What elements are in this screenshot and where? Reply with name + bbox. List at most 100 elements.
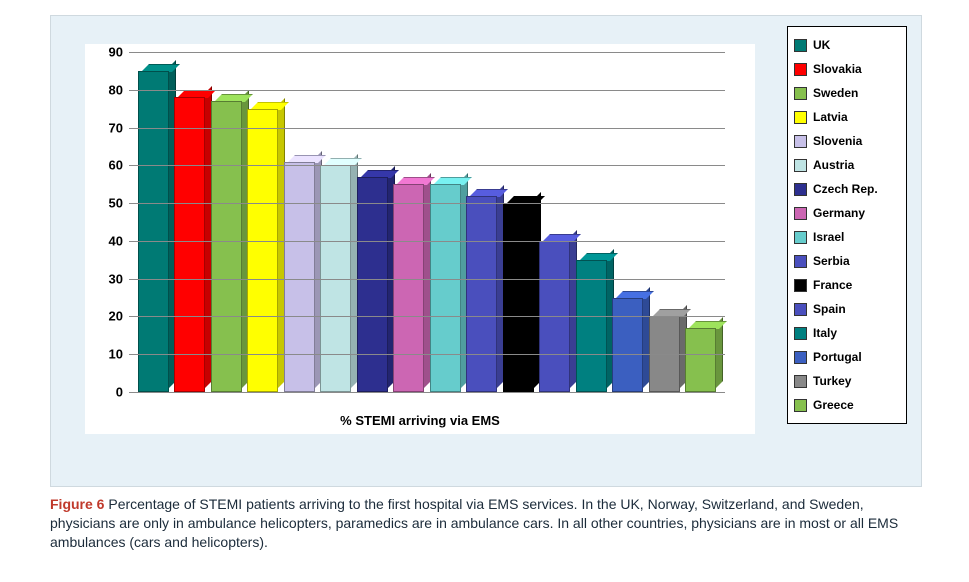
bar-slot — [245, 109, 282, 392]
legend-label: Serbia — [813, 254, 850, 268]
y-tick-label: 60 — [93, 158, 123, 173]
legend-item: Slovenia — [794, 129, 900, 153]
figure-caption: Figure 6 Percentage of STEMI patients ar… — [50, 495, 920, 552]
legend-item: Serbia — [794, 249, 900, 273]
legend-label: France — [813, 278, 852, 292]
legend-label: Sweden — [813, 86, 858, 100]
legend-item: Slovakia — [794, 57, 900, 81]
bar-front-face — [138, 71, 169, 392]
legend-label: Portugal — [813, 350, 862, 364]
figure-label: Figure 6 — [50, 496, 104, 512]
legend-item: Israel — [794, 225, 900, 249]
bar-slot — [354, 177, 391, 392]
legend-label: Austria — [813, 158, 854, 172]
legend-item: Austria — [794, 153, 900, 177]
legend-swatch — [794, 327, 807, 340]
legend-swatch — [794, 207, 807, 220]
bar-slot — [281, 162, 318, 392]
gridline — [129, 90, 725, 91]
gridline — [129, 392, 725, 393]
legend-item: Turkey — [794, 369, 900, 393]
legend-label: Greece — [813, 398, 854, 412]
bar-slot — [172, 97, 209, 392]
y-tick-label: 80 — [93, 82, 123, 97]
legend-item: Germany — [794, 201, 900, 225]
legend-item: Italy — [794, 321, 900, 345]
bar — [393, 184, 424, 392]
bar — [612, 298, 643, 392]
legend-swatch — [794, 63, 807, 76]
legend-swatch — [794, 87, 807, 100]
gridline — [129, 52, 725, 53]
x-axis-label: % STEMI arriving via EMS — [85, 413, 755, 428]
bar — [138, 71, 169, 392]
legend-swatch — [794, 255, 807, 268]
bar-front-face — [685, 328, 716, 392]
legend-swatch — [794, 159, 807, 172]
bar — [247, 109, 278, 392]
bar-front-face — [284, 162, 315, 392]
y-tick-label: 30 — [93, 271, 123, 286]
bar-slot — [391, 184, 428, 392]
legend-swatch — [794, 135, 807, 148]
legend-item: UK — [794, 33, 900, 57]
legend-label: Latvia — [813, 110, 848, 124]
bar-slot — [427, 184, 464, 392]
gridline — [129, 279, 725, 280]
legend-item: Portugal — [794, 345, 900, 369]
legend-label: UK — [813, 38, 830, 52]
legend-swatch — [794, 111, 807, 124]
chart-plot-inner: 0102030405060708090 — [129, 52, 725, 392]
legend-swatch — [794, 183, 807, 196]
bar-front-face — [174, 97, 205, 392]
legend-swatch — [794, 351, 807, 364]
bar-front-face — [612, 298, 643, 392]
bar-slot — [135, 71, 172, 392]
bar — [503, 203, 534, 392]
legend-label: Italy — [813, 326, 837, 340]
y-tick-label: 20 — [93, 309, 123, 324]
legend-label: Spain — [813, 302, 846, 316]
bar — [466, 196, 497, 392]
figure-caption-text: Percentage of STEMI patients arriving to… — [50, 496, 898, 550]
legend-item: Spain — [794, 297, 900, 321]
legend-swatch — [794, 279, 807, 292]
legend-label: Germany — [813, 206, 865, 220]
y-tick-label: 0 — [93, 385, 123, 400]
y-tick-label: 40 — [93, 233, 123, 248]
gridline — [129, 241, 725, 242]
bar — [685, 328, 716, 392]
legend-swatch — [794, 375, 807, 388]
gridline — [129, 128, 725, 129]
legend-label: Czech Rep. — [813, 182, 878, 196]
bar-front-face — [393, 184, 424, 392]
bar-slot — [208, 101, 245, 392]
bar-front-face — [430, 184, 461, 392]
bar-slot — [683, 328, 720, 392]
legend-item: Czech Rep. — [794, 177, 900, 201]
bar-slot — [464, 196, 501, 392]
y-tick-label: 90 — [93, 45, 123, 60]
legend-swatch — [794, 39, 807, 52]
legend-swatch — [794, 231, 807, 244]
y-tick-label: 50 — [93, 196, 123, 211]
bar-front-face — [503, 203, 534, 392]
gridline — [129, 354, 725, 355]
bar-front-face — [211, 101, 242, 392]
legend-item: Latvia — [794, 105, 900, 129]
legend-item: France — [794, 273, 900, 297]
bar — [357, 177, 388, 392]
bar-front-face — [466, 196, 497, 392]
legend-item: Greece — [794, 393, 900, 417]
bar-container — [129, 52, 725, 392]
legend-item: Sweden — [794, 81, 900, 105]
bar — [174, 97, 205, 392]
bar — [430, 184, 461, 392]
legend-label: Slovakia — [813, 62, 862, 76]
gridline — [129, 203, 725, 204]
bar — [284, 162, 315, 392]
legend-label: Slovenia — [813, 134, 862, 148]
bar-front-face — [247, 109, 278, 392]
gridline — [129, 316, 725, 317]
legend-label: Israel — [813, 230, 844, 244]
